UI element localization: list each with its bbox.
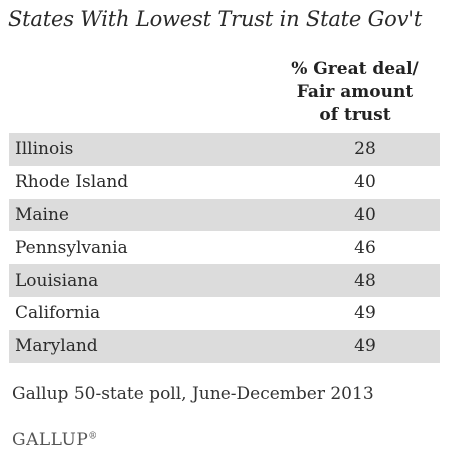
- trust-value: 46: [354, 237, 376, 258]
- trust-value: 40: [354, 172, 376, 193]
- trust-value: 40: [354, 204, 376, 225]
- data-table: Illinois 28 Rhode Island 40 Maine 40 Pennsylva…: [9, 133, 440, 363]
- state-name: Pennsylvania: [15, 237, 128, 258]
- table-row: Pennsylvania 46: [9, 231, 440, 264]
- chart-title: States With Lowest Trust in State Gov't: [8, 7, 423, 31]
- state-name: Louisiana: [15, 270, 99, 291]
- state-name: Maryland: [15, 336, 98, 357]
- gallup-logo: GALLUP®: [12, 430, 98, 450]
- state-name: Rhode Island: [15, 172, 129, 193]
- state-name: Illinois: [15, 139, 74, 160]
- column-header-line-1: % Great deal/: [291, 59, 419, 79]
- table-row: Maryland 49: [9, 329, 440, 363]
- trust-value: 49: [354, 303, 376, 324]
- column-header-line-3: of trust: [319, 105, 391, 125]
- table-row: Louisiana 48: [9, 264, 440, 297]
- state-name: Maine: [15, 204, 69, 225]
- registered-mark: ®: [88, 431, 98, 442]
- table-row: California 49: [9, 297, 440, 330]
- source-note: Gallup 50-state poll, June-December 2013: [12, 384, 374, 404]
- state-name: California: [15, 303, 101, 324]
- gallup-logo-text: GALLUP: [12, 430, 89, 450]
- trust-value: 28: [354, 139, 376, 160]
- table-row: Illinois 28: [9, 133, 440, 166]
- trust-value: 48: [354, 270, 376, 291]
- column-header-line-2: Fair amount: [296, 82, 414, 102]
- column-header: % Great deal/ Fair amount of trust: [280, 58, 430, 127]
- table-row: Rhode Island 40: [9, 166, 440, 199]
- table-row: Maine 40: [9, 198, 440, 232]
- trust-value: 49: [354, 336, 376, 357]
